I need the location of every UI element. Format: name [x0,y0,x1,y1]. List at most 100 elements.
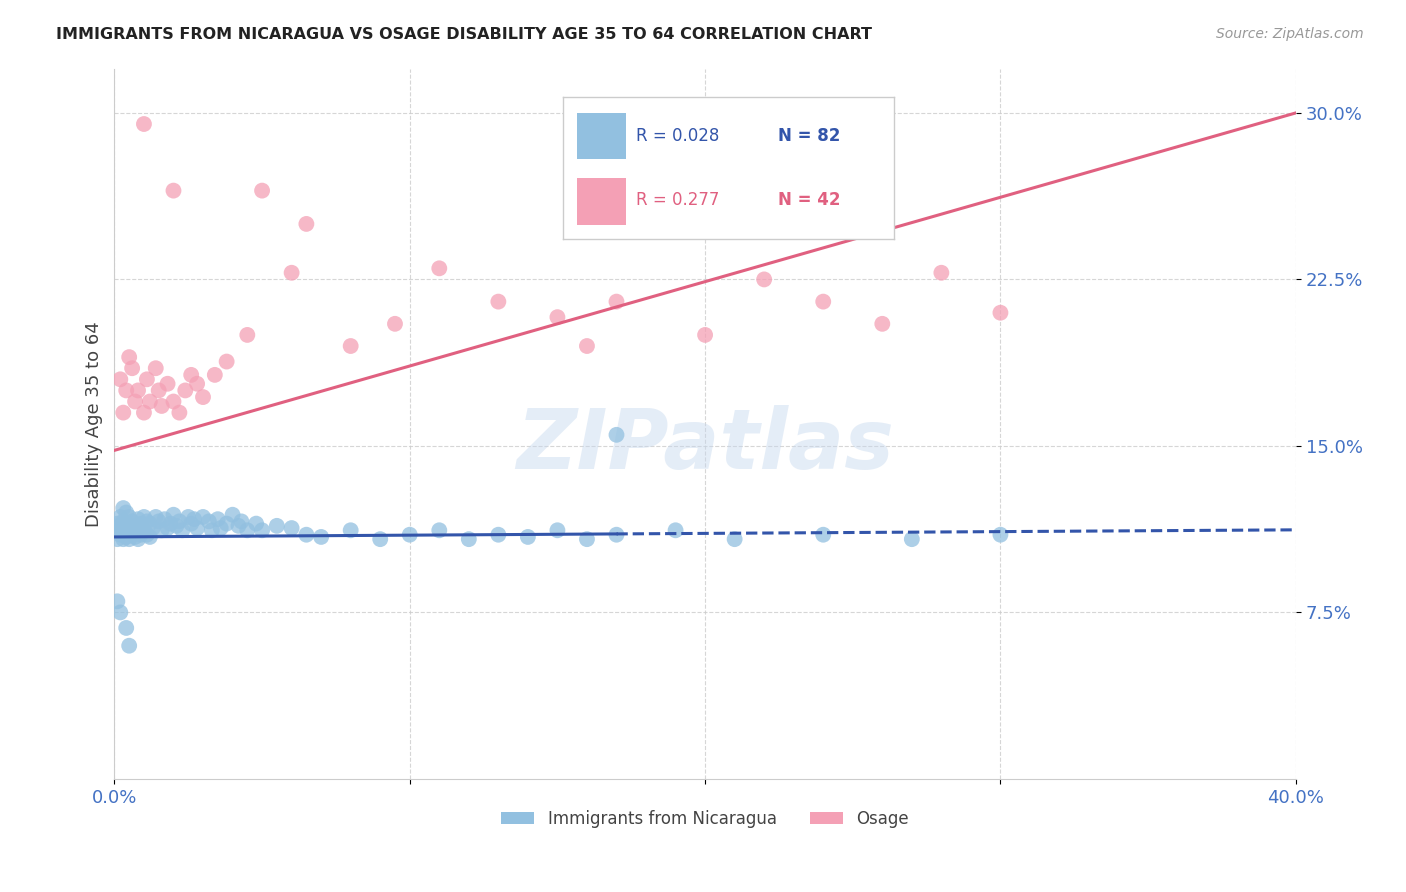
Point [115,516,138,531]
Point [169,515,191,529]
Point [135,515,157,529]
Point [162,394,184,409]
Point [207,512,229,526]
Point [250,523,273,537]
Point [148,384,170,398]
Point [112,515,135,529]
Point [295,527,318,541]
Point [115,621,138,635]
Point [127,532,149,546]
Point [209,521,232,535]
Point [112,532,135,546]
Point [110,606,132,620]
Point [186,521,208,535]
Point [105,594,128,608]
Point [186,376,208,391]
Point [191,510,214,524]
Point [124,519,146,533]
Point [150,399,173,413]
Point [118,521,141,535]
Point [121,515,143,529]
Point [931,266,953,280]
Point [398,527,420,541]
Y-axis label: Disability Age 35 to 64: Disability Age 35 to 64 [86,321,103,526]
Point [165,519,187,533]
Text: IMMIGRANTS FROM NICARAGUA VS OSAGE DISABILITY AGE 35 TO 64 CORRELATION CHART: IMMIGRANTS FROM NICARAGUA VS OSAGE DISAB… [56,27,872,42]
Point [148,515,170,529]
Point [605,427,627,442]
Point [872,317,894,331]
Point [129,516,152,531]
Point [115,384,138,398]
Point [156,521,179,535]
Point [127,384,149,398]
Point [215,354,238,368]
Point [112,406,135,420]
Point [650,199,672,213]
Point [118,639,141,653]
Point [180,368,202,382]
Point [156,376,179,391]
Point [183,512,205,526]
Point [546,523,568,537]
Point [280,266,302,280]
Point [132,117,155,131]
Point [110,527,132,541]
Text: ZIPatlas: ZIPatlas [516,405,894,485]
Point [132,523,155,537]
Point [110,519,132,533]
Point [575,339,598,353]
Point [215,516,238,531]
Point [384,317,406,331]
Point [339,339,361,353]
Point [180,516,202,531]
Legend: Immigrants from Nicaragua, Osage: Immigrants from Nicaragua, Osage [495,803,915,835]
Point [121,361,143,376]
Point [132,406,155,420]
Point [427,261,450,276]
Point [135,372,157,386]
Point [169,406,191,420]
Point [145,361,167,376]
Point [309,530,332,544]
Point [693,327,716,342]
Point [990,306,1012,320]
Point [105,532,128,546]
Point [153,512,176,526]
Point [112,501,135,516]
Point [901,532,924,546]
Point [172,523,194,537]
Point [236,327,259,342]
Point [127,512,149,526]
Point [139,394,162,409]
Point [198,515,221,529]
Point [664,523,686,537]
Point [127,521,149,535]
Point [266,519,288,533]
Point [427,523,450,537]
Point [605,294,627,309]
Point [204,368,226,382]
Point [110,510,132,524]
Point [754,272,776,286]
Point [105,523,128,537]
Point [150,523,173,537]
Point [115,506,138,520]
Point [295,217,318,231]
Point [124,394,146,409]
Point [236,523,259,537]
Point [228,519,250,533]
Point [339,523,361,537]
Point [162,184,184,198]
Point [250,184,273,198]
Point [118,350,141,364]
Point [723,532,745,546]
Point [486,294,509,309]
Point [221,508,243,522]
Point [245,516,267,531]
Point [124,530,146,544]
Point [990,527,1012,541]
Point [112,523,135,537]
Point [142,521,165,535]
Point [575,532,598,546]
